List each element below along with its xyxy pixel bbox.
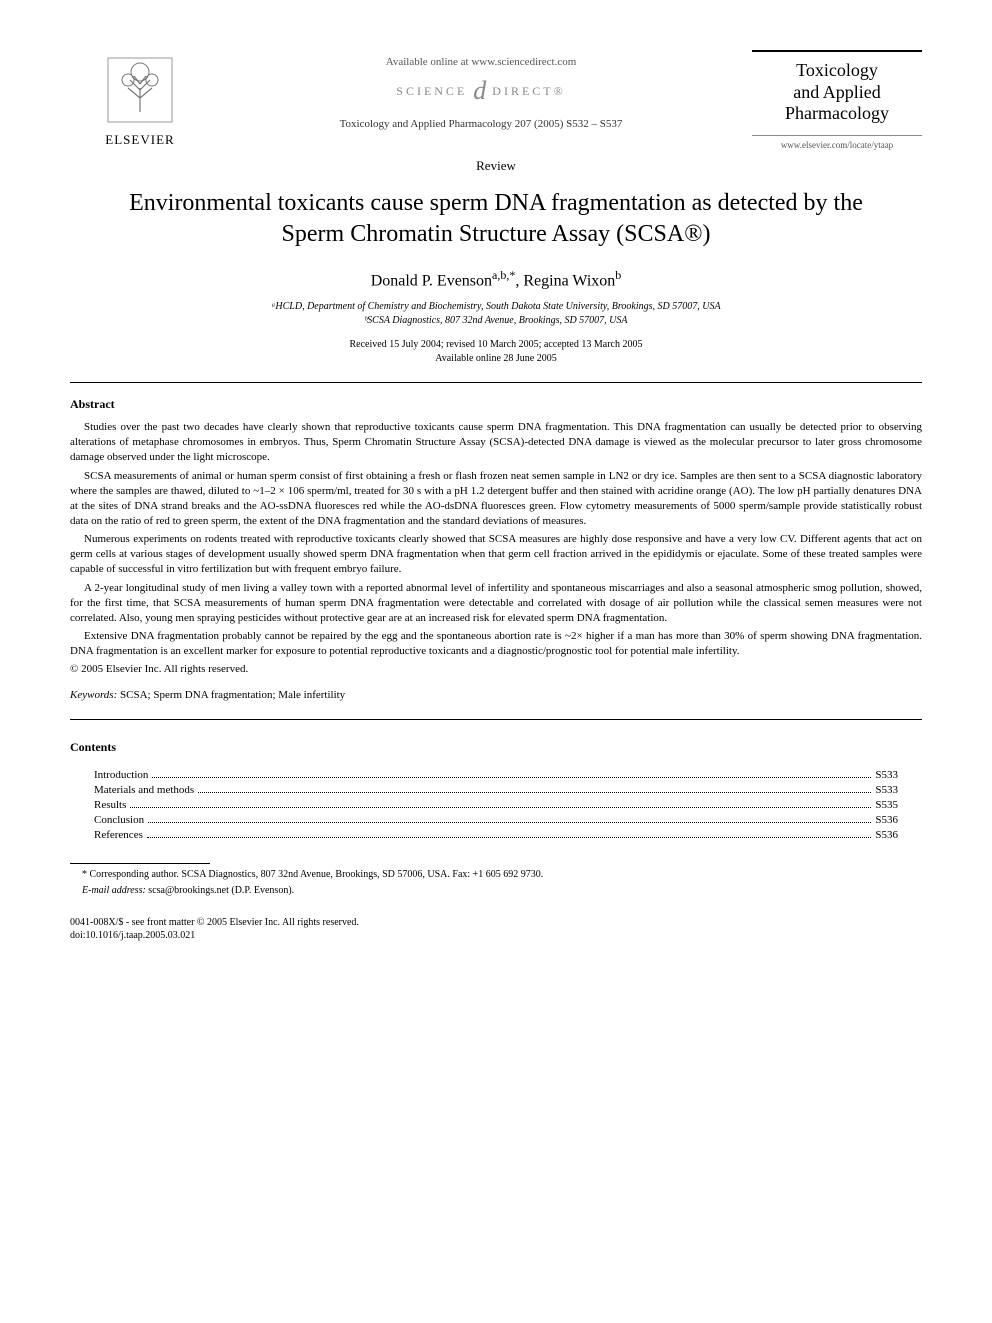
toc-leader-dots (148, 814, 871, 823)
publisher-block: ELSEVIER (70, 50, 210, 148)
affiliation-b: ᵇSCSA Diagnostics, 807 32nd Avenue, Broo… (70, 314, 922, 328)
sd-left-text: SCIENCE (396, 84, 467, 99)
journal-url: www.elsevier.com/locate/ytaap (752, 140, 922, 150)
toc-label: Introduction (94, 769, 148, 781)
toc-label: Conclusion (94, 814, 144, 826)
journal-title-box: Toxicology and Applied Pharmacology (752, 50, 922, 136)
rule-below-keywords (70, 719, 922, 720)
toc-row: Conclusion S536 (94, 814, 898, 826)
abstract-paragraph: SCSA measurements of animal or human spe… (70, 469, 922, 528)
front-matter-line: 0041-008X/$ - see front matter © 2005 El… (70, 916, 922, 929)
elsevier-tree-icon (100, 50, 180, 130)
journal-title-line3: Pharmacology (756, 103, 918, 125)
journal-title-line2: and Applied (756, 82, 918, 104)
affiliations-block: ᵃHCLD, Department of Chemistry and Bioch… (70, 300, 922, 328)
toc-row: Materials and methods S533 (94, 784, 898, 796)
contents-heading: Contents (70, 740, 922, 755)
journal-title-line1: Toxicology (756, 60, 918, 82)
email-line: E-mail address: scsa@brookings.net (D.P.… (70, 884, 922, 898)
keywords-line: Keywords: SCSA; Sperm DNA fragmentation;… (70, 689, 922, 701)
abstract-heading: Abstract (70, 397, 922, 412)
bottom-matter: 0041-008X/$ - see front matter © 2005 El… (70, 916, 922, 942)
keywords-text: SCSA; Sperm DNA fragmentation; Male infe… (117, 689, 345, 701)
toc-row: References S536 (94, 829, 898, 841)
abstract-paragraph: A 2-year longitudinal study of men livin… (70, 581, 922, 626)
available-online-text: Available online at www.sciencedirect.co… (210, 56, 752, 68)
sd-right-text: DIRECT® (492, 84, 565, 99)
abstract-paragraph: Numerous experiments on rodents treated … (70, 532, 922, 577)
authors-line: Donald P. Evensona,b,*, Regina Wixonb (70, 268, 922, 290)
toc-leader-dots (152, 769, 871, 778)
abstract-paragraph: Studies over the past two decades have c… (70, 420, 922, 465)
toc-label: Results (94, 799, 126, 811)
publisher-label: ELSEVIER (105, 132, 174, 148)
toc-row: Introduction S533 (94, 769, 898, 781)
toc-page: S533 (875, 769, 898, 781)
abstract-body: Studies over the past two decades have c… (70, 420, 922, 659)
toc-page: S535 (875, 799, 898, 811)
doi-line: doi:10.1016/j.taap.2005.03.021 (70, 929, 922, 942)
table-of-contents: Introduction S533 Materials and methods S53… (94, 769, 898, 841)
email-value: scsa@brookings.net (D.P. Evenson). (146, 885, 294, 896)
toc-label: Materials and methods (94, 784, 194, 796)
toc-page: S536 (875, 814, 898, 826)
toc-page: S533 (875, 784, 898, 796)
dates-online: Available online 28 June 2005 (70, 352, 922, 366)
corresponding-author-note: * Corresponding author. SCSA Diagnostics… (70, 868, 922, 882)
keywords-label: Keywords: (70, 689, 117, 701)
page-container: ELSEVIER Available online at www.science… (0, 0, 992, 982)
copyright-line: © 2005 Elsevier Inc. All rights reserved… (70, 663, 922, 675)
toc-row: Results S535 (94, 799, 898, 811)
email-label: E-mail address: (82, 885, 146, 896)
article-dates: Received 15 July 2004; revised 10 March … (70, 338, 922, 366)
journal-reference: Toxicology and Applied Pharmacology 207 … (210, 118, 752, 130)
header-row: ELSEVIER Available online at www.science… (70, 50, 922, 150)
header-center: Available online at www.sciencedirect.co… (210, 50, 752, 130)
abstract-paragraph: Extensive DNA fragmentation probably can… (70, 629, 922, 659)
rule-above-abstract (70, 382, 922, 383)
sciencedirect-logo: SCIENCE d DIRECT® (210, 76, 752, 106)
affiliation-a: ᵃHCLD, Department of Chemistry and Bioch… (70, 300, 922, 314)
toc-leader-dots (147, 829, 872, 838)
footnote-rule (70, 863, 210, 864)
journal-title-block: Toxicology and Applied Pharmacology www.… (752, 50, 922, 150)
sd-d-glyph: d (473, 76, 486, 106)
toc-label: References (94, 829, 143, 841)
article-type-label: Review (70, 158, 922, 174)
toc-leader-dots (130, 799, 871, 808)
toc-page: S536 (875, 829, 898, 841)
dates-received: Received 15 July 2004; revised 10 March … (70, 338, 922, 352)
article-title: Environmental toxicants cause sperm DNA … (100, 188, 892, 250)
footnotes-block: * Corresponding author. SCSA Diagnostics… (70, 868, 922, 898)
toc-leader-dots (198, 784, 871, 793)
